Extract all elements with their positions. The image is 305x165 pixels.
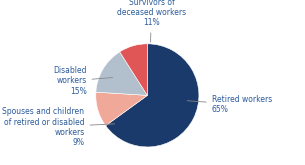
Text: Disabled
workers
15%: Disabled workers 15% [53, 66, 113, 96]
Wedge shape [96, 92, 147, 126]
Wedge shape [96, 52, 147, 95]
Wedge shape [106, 44, 199, 147]
Text: Survivors of
deceased workers
11%: Survivors of deceased workers 11% [117, 0, 186, 42]
Text: Spouses and children
of retired or disabled
workers
9%: Spouses and children of retired or disab… [2, 107, 115, 148]
Wedge shape [120, 44, 147, 95]
Text: Retired workers
65%: Retired workers 65% [187, 95, 272, 114]
